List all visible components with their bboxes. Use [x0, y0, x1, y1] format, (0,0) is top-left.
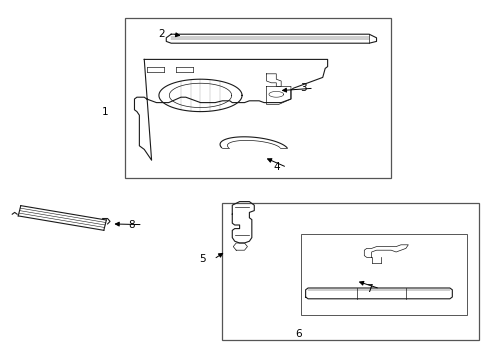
Bar [124, 18, 390, 178]
Text: 7: 7 [365, 284, 372, 294]
Text: 1: 1 [102, 107, 108, 117]
Bar [222, 203, 478, 340]
Text: 8: 8 [128, 220, 135, 230]
Bar [300, 234, 466, 315]
Text: 4: 4 [272, 162, 279, 172]
Text: 5: 5 [199, 254, 206, 264]
Text: 2: 2 [158, 29, 164, 39]
Text: 6: 6 [294, 329, 301, 339]
Text: 3: 3 [299, 83, 306, 93]
